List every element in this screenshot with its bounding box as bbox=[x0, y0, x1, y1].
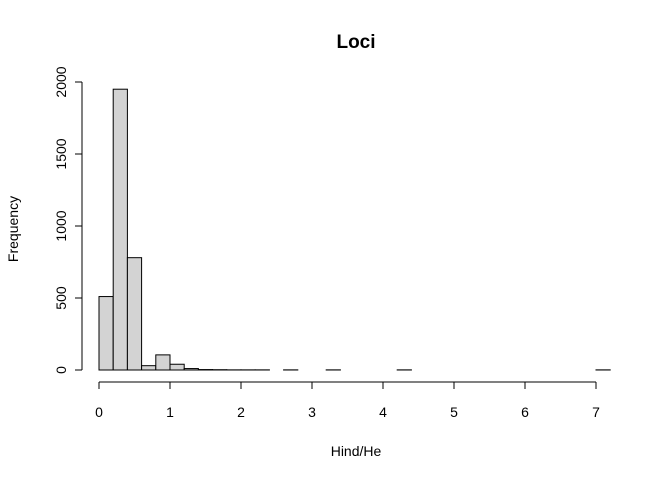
histogram-bar bbox=[169, 363, 185, 371]
x-tick-label: 0 bbox=[95, 404, 103, 420]
x-tick-label: 3 bbox=[308, 404, 316, 420]
histogram-bar bbox=[141, 365, 157, 371]
histogram-bar bbox=[155, 354, 171, 371]
histogram-bar bbox=[98, 296, 114, 371]
x-tick-label: 1 bbox=[166, 404, 174, 420]
y-axis: 0 500 1000 1500 2000 bbox=[53, 66, 83, 374]
x-tick-label: 2 bbox=[237, 404, 245, 420]
y-tick-label: 1000 bbox=[53, 210, 69, 241]
x-tick-label: 5 bbox=[450, 404, 458, 420]
x-tick-label: 7 bbox=[592, 404, 600, 420]
x-axis: 0 1 2 3 4 5 6 7 bbox=[95, 381, 600, 420]
y-tick-label: 1500 bbox=[53, 138, 69, 169]
chart-title: Loci bbox=[336, 32, 375, 53]
y-tick-label: 2000 bbox=[53, 66, 69, 97]
histogram-bar bbox=[126, 257, 143, 371]
y-tick-label: 0 bbox=[53, 366, 69, 374]
x-axis-label: Hind/He bbox=[331, 443, 382, 459]
y-tick-label: 500 bbox=[53, 286, 69, 310]
histogram-bar bbox=[112, 88, 128, 371]
x-tick-label: 6 bbox=[521, 404, 529, 420]
histogram-bar bbox=[183, 368, 199, 371]
histogram-bars bbox=[98, 88, 611, 371]
y-axis-label: Frequency bbox=[5, 196, 21, 262]
x-tick-label: 4 bbox=[379, 404, 387, 420]
